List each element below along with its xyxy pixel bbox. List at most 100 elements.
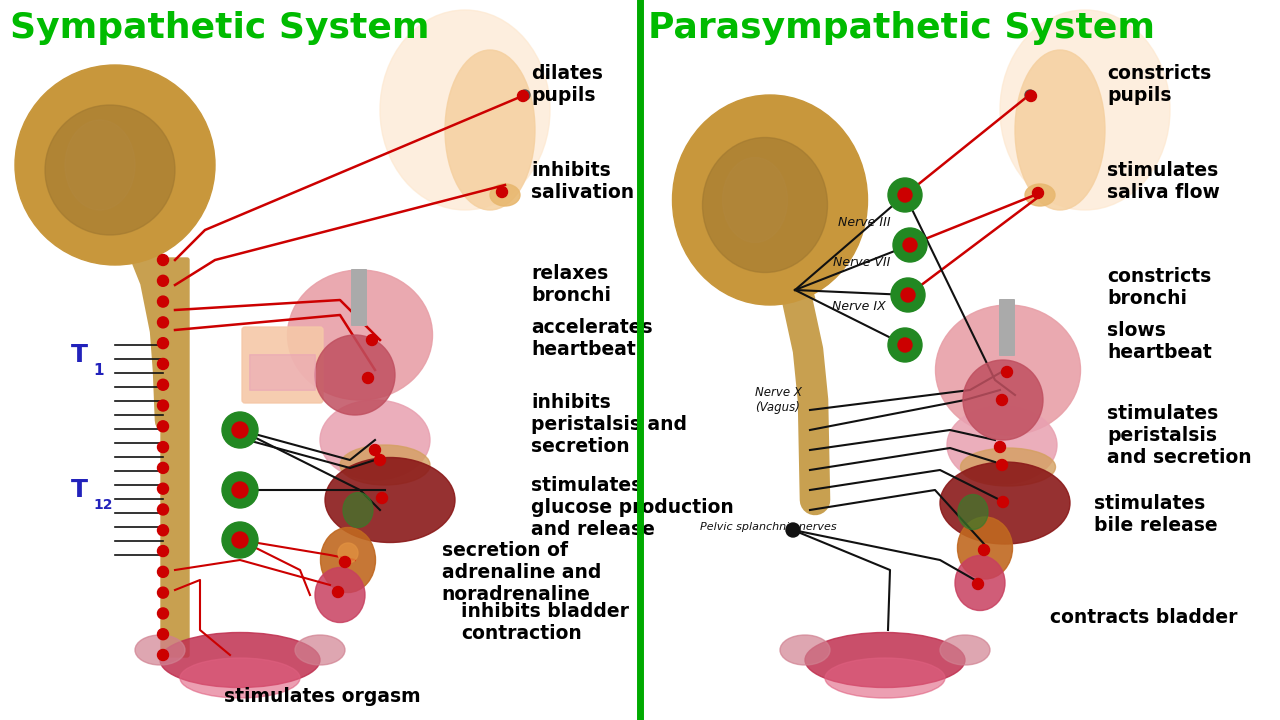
Circle shape: [157, 504, 169, 515]
Text: T: T: [70, 343, 88, 367]
Text: Nerve IX: Nerve IX: [832, 300, 886, 313]
Ellipse shape: [160, 632, 320, 688]
Text: T: T: [70, 478, 88, 502]
Circle shape: [973, 578, 983, 590]
Ellipse shape: [826, 658, 945, 698]
Circle shape: [366, 335, 378, 346]
Text: inhibits
salivation: inhibits salivation: [531, 161, 635, 202]
Ellipse shape: [288, 270, 433, 400]
Circle shape: [899, 188, 911, 202]
Text: stimulates
glucose production
and release: stimulates glucose production and releas…: [531, 476, 733, 539]
Circle shape: [157, 567, 169, 577]
Circle shape: [338, 543, 358, 563]
Circle shape: [157, 400, 169, 411]
Circle shape: [221, 522, 259, 558]
Text: dilates
pupils: dilates pupils: [531, 65, 603, 105]
Ellipse shape: [960, 448, 1056, 486]
Circle shape: [157, 546, 169, 557]
Text: 1: 1: [93, 363, 104, 378]
Ellipse shape: [320, 400, 430, 480]
Ellipse shape: [134, 635, 186, 665]
Circle shape: [899, 338, 911, 352]
Circle shape: [520, 90, 530, 100]
Circle shape: [1025, 90, 1036, 100]
Ellipse shape: [955, 556, 1005, 611]
Circle shape: [157, 420, 169, 432]
Circle shape: [333, 587, 343, 598]
FancyBboxPatch shape: [352, 270, 366, 325]
Ellipse shape: [325, 457, 454, 542]
Circle shape: [157, 608, 169, 619]
Text: inhibits
peristalsis and
secretion: inhibits peristalsis and secretion: [531, 393, 687, 456]
Ellipse shape: [672, 95, 868, 305]
Circle shape: [157, 649, 169, 660]
Text: contracts bladder: contracts bladder: [1050, 608, 1236, 627]
Text: stimulates
peristalsis
and secretion: stimulates peristalsis and secretion: [1107, 404, 1252, 467]
Circle shape: [1025, 91, 1037, 102]
Circle shape: [997, 395, 1007, 405]
Ellipse shape: [936, 305, 1080, 435]
Circle shape: [893, 228, 927, 262]
Ellipse shape: [780, 635, 829, 665]
Circle shape: [157, 462, 169, 473]
Circle shape: [517, 91, 529, 102]
Text: Pelvic splanchnic nerves: Pelvic splanchnic nerves: [700, 522, 837, 532]
Ellipse shape: [940, 635, 989, 665]
FancyBboxPatch shape: [161, 258, 189, 657]
Ellipse shape: [320, 528, 375, 593]
Circle shape: [497, 186, 507, 197]
Circle shape: [157, 441, 169, 453]
Circle shape: [888, 328, 922, 362]
Text: inhibits bladder
contraction: inhibits bladder contraction: [461, 603, 628, 643]
Text: stimulates
bile release: stimulates bile release: [1094, 495, 1219, 535]
Circle shape: [157, 525, 169, 536]
Circle shape: [157, 629, 169, 639]
Ellipse shape: [343, 492, 372, 528]
Ellipse shape: [940, 462, 1070, 544]
Ellipse shape: [1000, 10, 1170, 210]
Ellipse shape: [294, 635, 346, 665]
Ellipse shape: [490, 184, 520, 206]
Ellipse shape: [65, 120, 134, 210]
FancyBboxPatch shape: [242, 327, 323, 403]
Circle shape: [157, 296, 169, 307]
Circle shape: [997, 459, 1007, 470]
Ellipse shape: [340, 445, 430, 485]
Text: Parasympathetic System: Parasympathetic System: [648, 11, 1155, 45]
Circle shape: [339, 557, 351, 567]
FancyBboxPatch shape: [1000, 300, 1014, 355]
Circle shape: [370, 444, 380, 456]
Circle shape: [221, 472, 259, 508]
Circle shape: [157, 359, 169, 369]
Ellipse shape: [45, 105, 175, 235]
Ellipse shape: [380, 10, 550, 210]
Circle shape: [978, 544, 989, 556]
Ellipse shape: [703, 138, 827, 272]
Circle shape: [157, 483, 169, 494]
Text: Nerve VII: Nerve VII: [833, 256, 891, 269]
Circle shape: [362, 372, 374, 384]
Circle shape: [232, 422, 248, 438]
Circle shape: [157, 338, 169, 348]
Text: stimulates
saliva flow: stimulates saliva flow: [1107, 161, 1220, 202]
Circle shape: [376, 492, 388, 503]
Circle shape: [997, 497, 1009, 508]
Circle shape: [902, 238, 916, 252]
Ellipse shape: [445, 50, 535, 210]
Circle shape: [1033, 187, 1043, 199]
Ellipse shape: [963, 360, 1043, 440]
Ellipse shape: [1015, 50, 1105, 210]
Ellipse shape: [1025, 184, 1055, 206]
Circle shape: [157, 275, 169, 287]
Circle shape: [995, 441, 1006, 452]
Ellipse shape: [180, 658, 300, 698]
Ellipse shape: [957, 517, 1012, 579]
Text: Nerve III: Nerve III: [838, 215, 891, 228]
Text: Sympathetic System: Sympathetic System: [10, 11, 430, 45]
Circle shape: [786, 523, 800, 537]
Circle shape: [888, 178, 922, 212]
Text: secretion of
adrenaline and
noradrenaline: secretion of adrenaline and noradrenalin…: [442, 541, 602, 604]
Ellipse shape: [957, 495, 988, 529]
Circle shape: [157, 317, 169, 328]
Circle shape: [221, 412, 259, 448]
